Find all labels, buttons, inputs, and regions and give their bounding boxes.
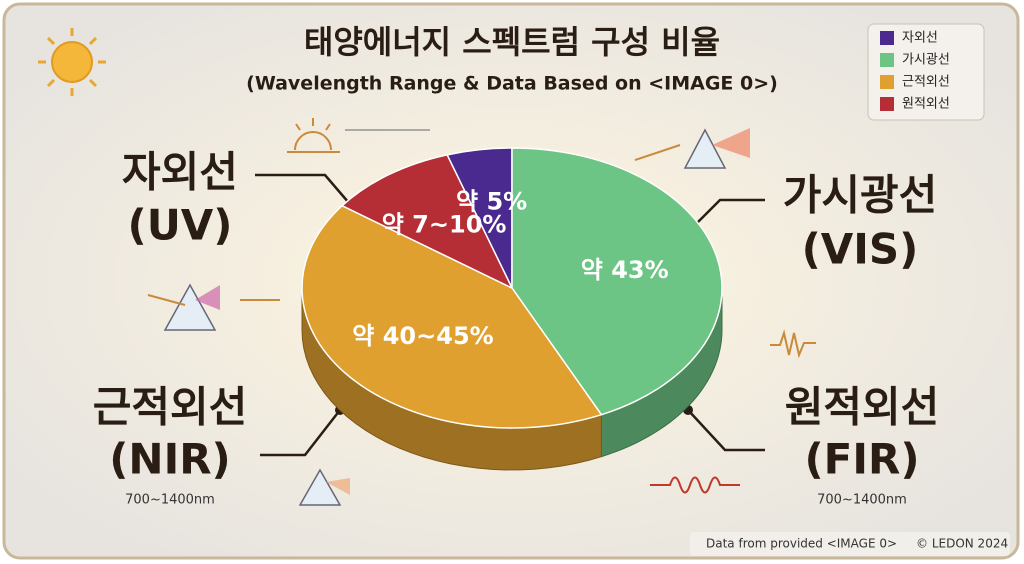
- category-code: (NIR): [109, 435, 231, 484]
- chart-title: 태양에너지 스펙트럼 구성 비율: [304, 23, 720, 61]
- small-sun-icon: [287, 118, 430, 153]
- legend-box: [867, 23, 985, 121]
- slice: [511, 147, 723, 416]
- slice: [340, 153, 514, 290]
- legend-label: 근적외선: [902, 75, 950, 90]
- footer-box: [690, 532, 1010, 556]
- wave-icon: [650, 329, 816, 494]
- band-note: 700~1400nm: [817, 493, 907, 508]
- chart-subtitle: (Wavelength Range & Data Based on <IMAGE…: [246, 73, 778, 95]
- legend-label: 자외선: [902, 31, 938, 46]
- slice: [301, 204, 603, 429]
- category-label: 자외선: [122, 148, 238, 197]
- legend-swatch: [880, 97, 894, 111]
- legend-label: 가시광선: [902, 53, 950, 68]
- prism-icon: [147, 128, 750, 506]
- footer-credit: © LEDON 2024: [916, 537, 1008, 551]
- legend-label: 원적외선: [902, 97, 950, 112]
- sun-icon: [38, 28, 106, 96]
- category-label: 가시광선: [783, 171, 938, 220]
- value-label: 약 5%: [456, 187, 527, 215]
- footer-source: Data from provided <IMAGE 0>: [706, 537, 897, 551]
- category-code: (VIS): [802, 225, 919, 274]
- band-note: 700~1400nm: [125, 493, 215, 508]
- value-label: 약 7~10%: [382, 211, 507, 239]
- category-code: (UV): [128, 201, 233, 250]
- category-label: 근적외선: [93, 383, 248, 432]
- category-code: (FIR): [804, 435, 919, 484]
- legend-swatch: [880, 31, 894, 45]
- category-label: 원적외선: [785, 383, 940, 432]
- legend-swatch: [880, 75, 894, 89]
- value-label: 약 40~45%: [352, 322, 493, 350]
- value-label: 약 43%: [581, 256, 669, 284]
- legend-swatch: [880, 53, 894, 67]
